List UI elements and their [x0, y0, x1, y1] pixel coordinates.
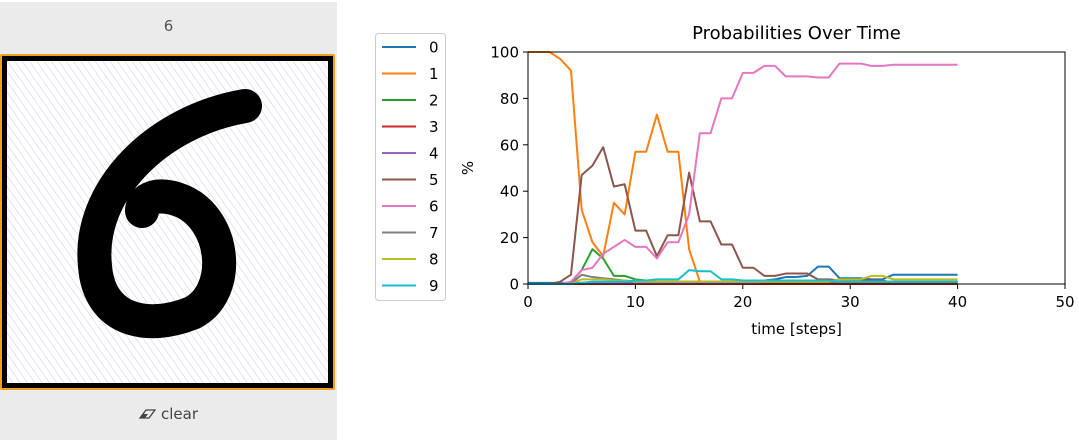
y-tick-label: 80 — [500, 90, 519, 108]
clear-label: clear — [160, 405, 198, 423]
legend-label-9: 9 — [429, 277, 439, 295]
series-line-5 — [528, 146, 958, 285]
x-tick-label: 0 — [523, 293, 533, 311]
chart-legend: 0 1 2 3 4 5 6 7 8 9 — [375, 33, 446, 301]
drawing-canvas[interactable] — [7, 61, 328, 383]
series-line-9 — [528, 269, 958, 285]
legend-label-6: 6 — [429, 198, 439, 216]
clear-button[interactable]: clear — [0, 394, 337, 438]
y-tick-label: 60 — [500, 136, 519, 154]
drawing-canvas-frame[interactable] — [0, 54, 335, 390]
y-tick-label: 0 — [509, 276, 519, 294]
legend-label-4: 4 — [429, 145, 439, 163]
probability-chart: 0 1 2 3 4 5 6 7 8 9 Probabilities Over Time time [… — [375, 23, 1075, 338]
plot-area: Probabilities Over Time time [steps]% 0 10 2… — [459, 23, 1075, 338]
y-tick-label: 40 — [500, 183, 519, 201]
x-axis-label: time [steps] — [751, 320, 842, 338]
x-tick-label: 50 — [1055, 293, 1074, 311]
legend-label-0: 0 — [429, 39, 439, 57]
legend-label-7: 7 — [429, 224, 439, 242]
series-line-8 — [528, 274, 958, 285]
x-tick-label: 30 — [841, 293, 860, 311]
y-tick-label: 100 — [490, 44, 519, 62]
plot-frame — [527, 51, 1066, 285]
legend-label-2: 2 — [429, 92, 439, 110]
y-axis-label: % — [459, 161, 477, 175]
chart-title: Probabilities Over Time — [692, 23, 901, 44]
drawing-panel: 6 clear — [0, 2, 337, 440]
prediction-label: 6 — [163, 17, 174, 35]
x-tick-label: 20 — [733, 293, 752, 311]
legend-label-3: 3 — [429, 118, 439, 136]
x-tick-label: 10 — [626, 293, 645, 311]
handwritten-digit-stroke — [77, 89, 262, 339]
y-tick-label: 20 — [500, 229, 519, 247]
legend-label-5: 5 — [429, 171, 439, 189]
series-line-6 — [528, 62, 958, 285]
legend-label-8: 8 — [429, 251, 439, 269]
legend-label-1: 1 — [429, 65, 439, 83]
x-tick-label: 40 — [948, 293, 967, 311]
eraser-icon — [138, 395, 157, 435]
